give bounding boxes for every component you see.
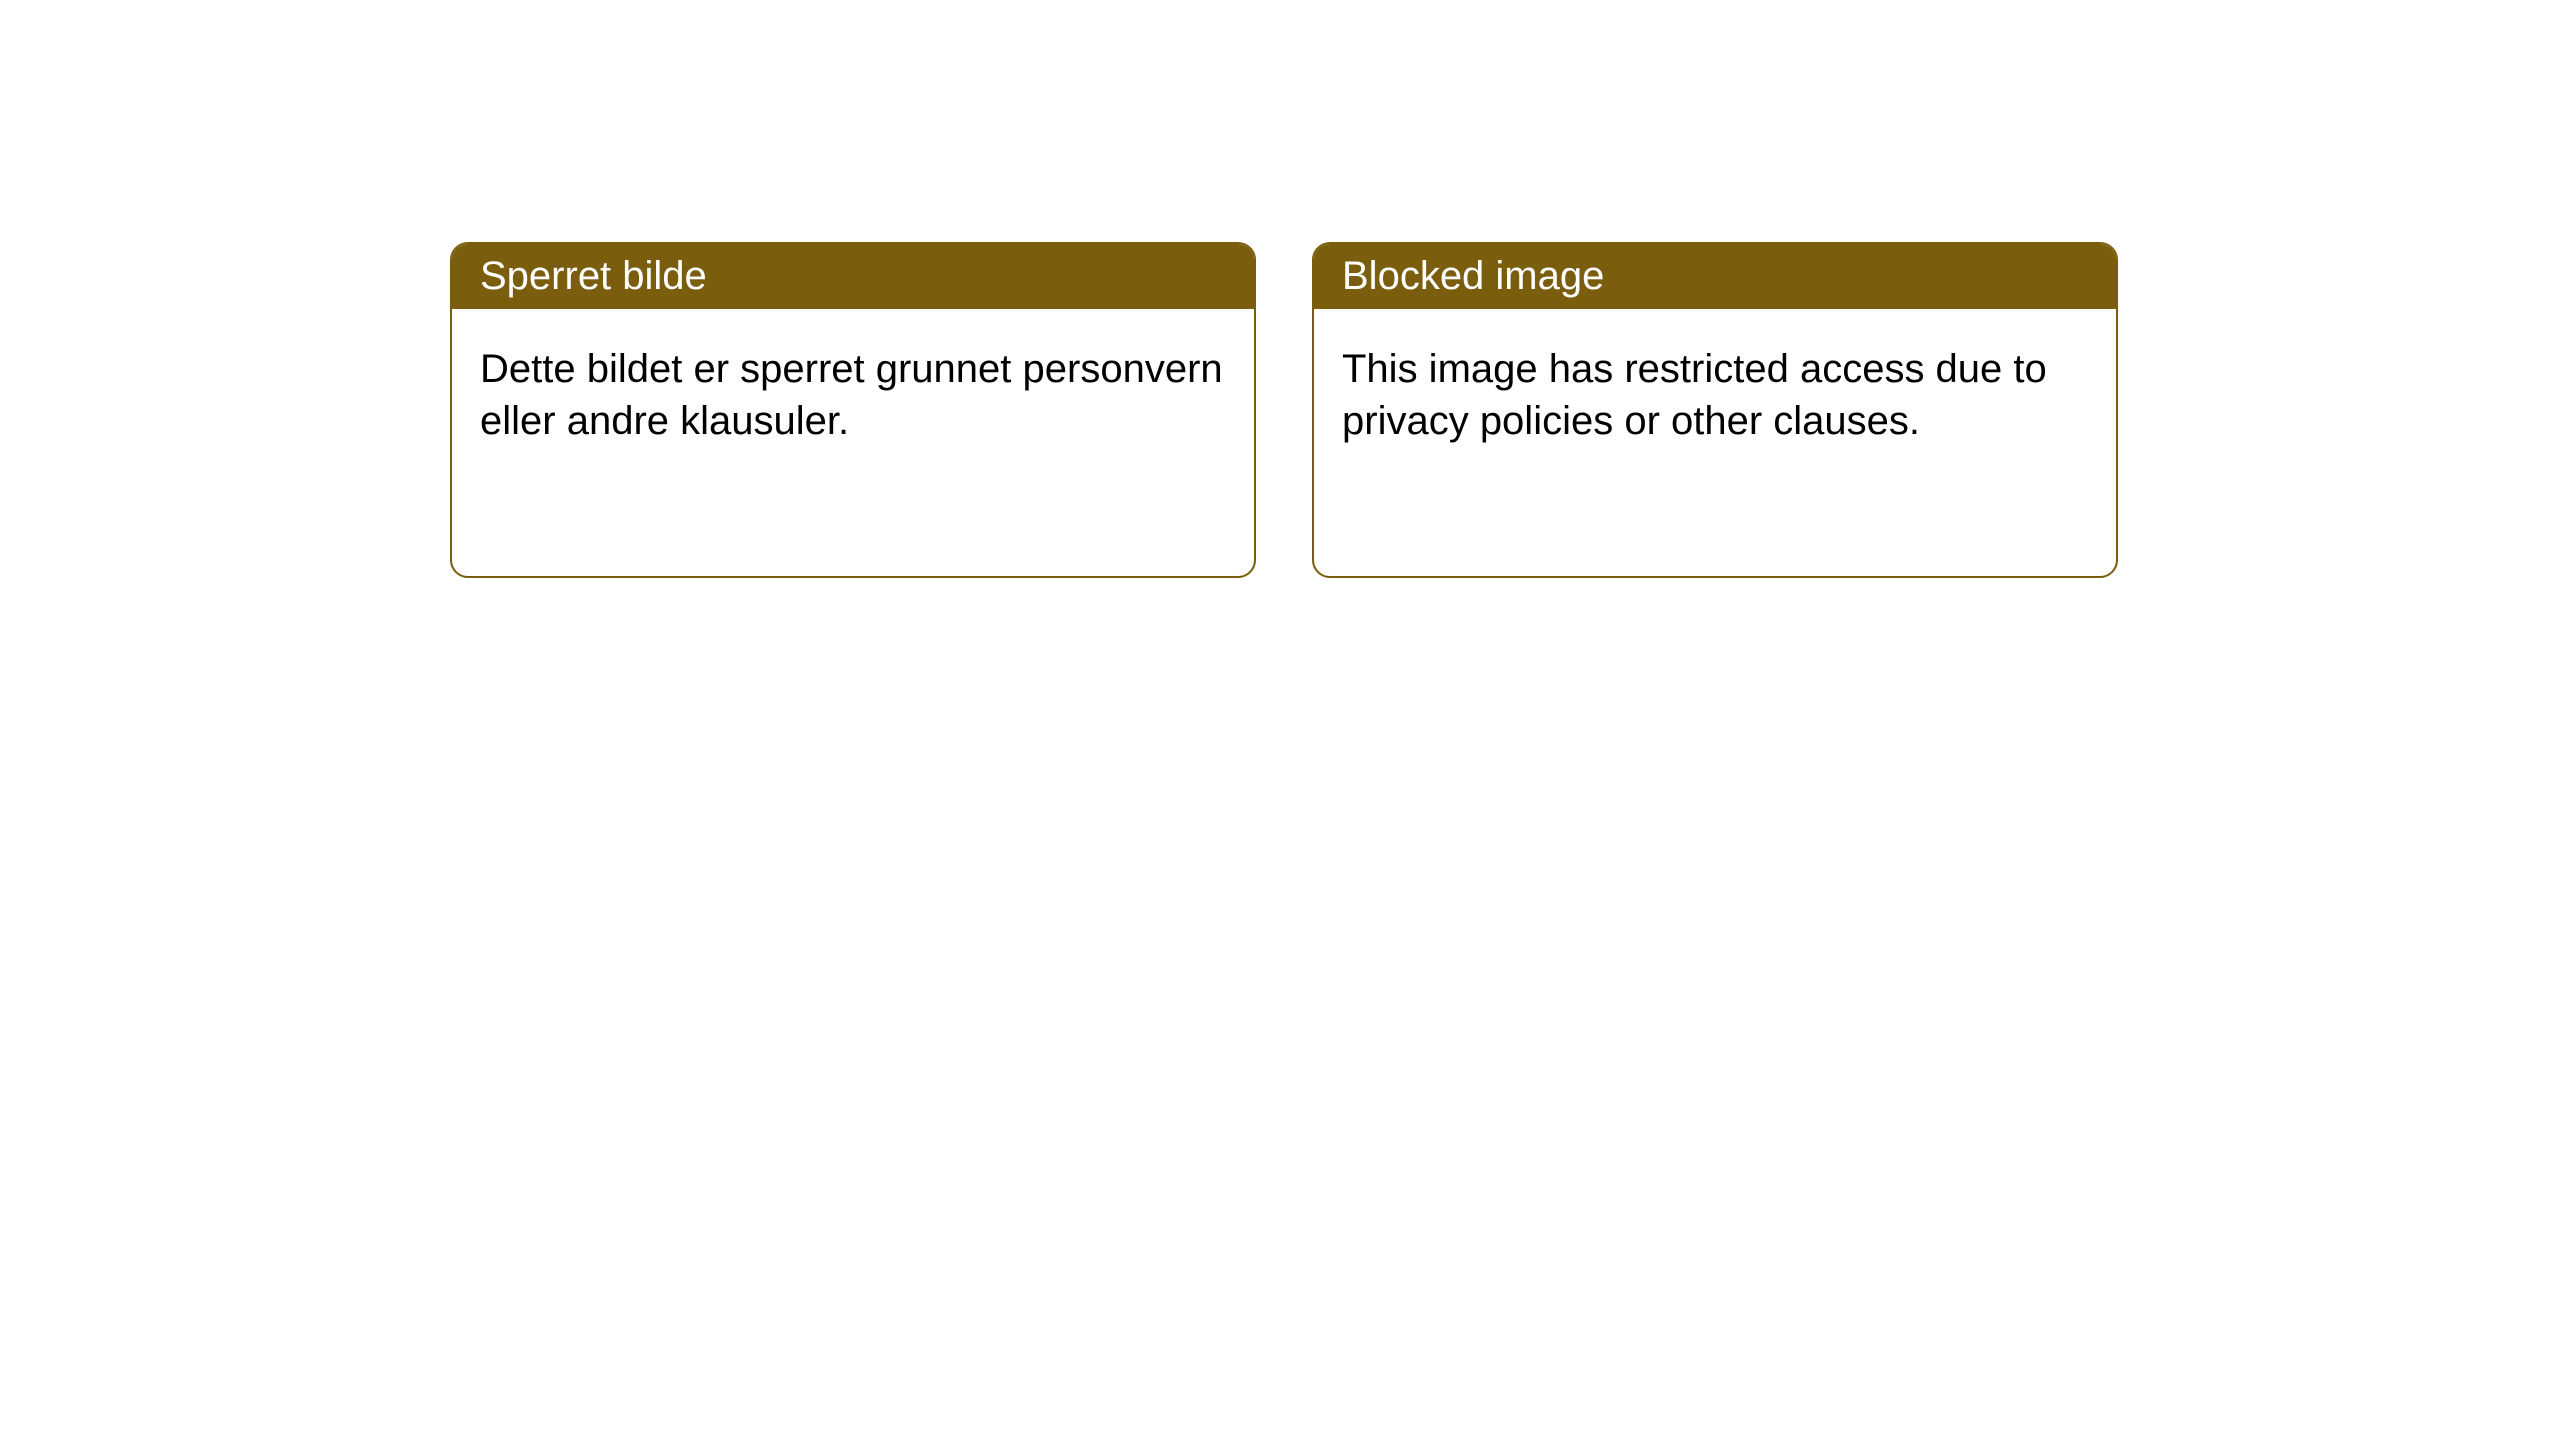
notice-title-english: Blocked image xyxy=(1314,244,2116,309)
notice-card-norwegian: Sperret bilde Dette bildet er sperret gr… xyxy=(450,242,1256,578)
notice-body-english: This image has restricted access due to … xyxy=(1314,309,2116,481)
notice-card-english: Blocked image This image has restricted … xyxy=(1312,242,2118,578)
notice-body-norwegian: Dette bildet er sperret grunnet personve… xyxy=(452,309,1254,481)
notice-title-norwegian: Sperret bilde xyxy=(452,244,1254,309)
notice-container: Sperret bilde Dette bildet er sperret gr… xyxy=(450,242,2118,578)
